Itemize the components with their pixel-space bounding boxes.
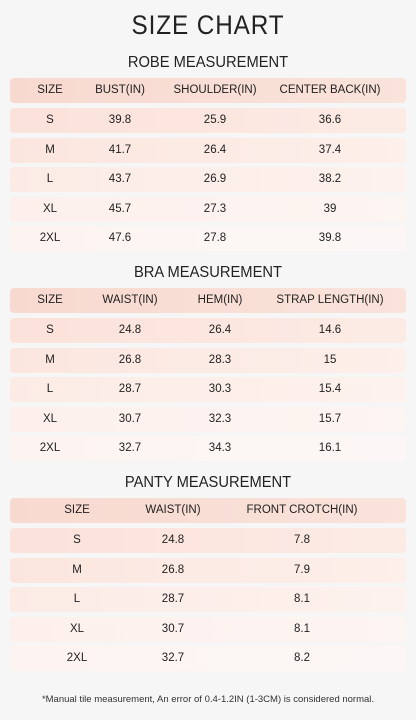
column-header: SIZE <box>37 294 63 306</box>
section-title: PANTY MEASUREMENT <box>124 474 292 491</box>
table-cell: 24.8 <box>161 534 185 546</box>
table-cell: XL <box>42 202 58 215</box>
table-cell: 28.7 <box>118 383 142 395</box>
column-header: SHOULDER(IN) <box>173 84 257 96</box>
header-row <box>10 288 406 313</box>
table-cell: 14.6 <box>318 324 342 336</box>
column-header: FRONT CROTCH(IN) <box>246 504 358 516</box>
table-cell: L <box>46 173 54 185</box>
table-cell: 37.4 <box>318 143 342 156</box>
table-row <box>10 646 406 671</box>
table-cell: 8.1 <box>294 622 310 635</box>
column-header: WAIST(IN) <box>145 504 201 516</box>
table-cell: M <box>45 143 55 156</box>
table-cell: 32.7 <box>161 652 185 664</box>
column-header: STRAP LENGTH(IN) <box>276 294 384 306</box>
table-row <box>10 587 406 612</box>
table-cell: 26.8 <box>118 353 142 366</box>
table-cell: 8.2 <box>294 652 310 664</box>
table-cell: 30.7 <box>161 622 185 635</box>
table-cell: 38.2 <box>318 173 342 185</box>
table-cell: 24.8 <box>118 324 142 336</box>
table-row <box>10 108 406 133</box>
table-cell: 16.1 <box>318 442 342 454</box>
table-cell: 39.8 <box>318 232 342 244</box>
table-cell: 26.8 <box>161 563 185 576</box>
table-row <box>10 406 406 432</box>
table-cell: 39 <box>323 202 337 215</box>
column-header: SIZE <box>37 84 63 96</box>
table-row <box>10 137 406 163</box>
table-cell: 7.9 <box>294 563 310 576</box>
table-cell: M <box>45 353 55 366</box>
table-row <box>10 226 406 251</box>
table-cell: 15.4 <box>318 383 342 395</box>
table-row <box>10 347 406 373</box>
header-row <box>10 498 406 523</box>
table-cell: 26.4 <box>208 324 232 336</box>
table-cell: 32.7 <box>118 442 142 454</box>
table-cell: 43.7 <box>108 173 132 185</box>
table-cell: XL <box>42 412 58 425</box>
footnote: *Manual tile measurement, An error of 0.… <box>41 694 375 705</box>
table-row <box>10 616 406 642</box>
table-row <box>10 318 406 343</box>
table-cell: 28.7 <box>161 593 185 605</box>
table-cell: 32.3 <box>208 412 232 425</box>
table-cell: L <box>46 383 54 395</box>
table-cell: 36.6 <box>318 114 342 126</box>
table-cell: 26.4 <box>203 143 227 156</box>
table-cell: 30.3 <box>208 383 232 395</box>
column-header: HEM(IN) <box>197 294 243 306</box>
table-row <box>10 528 406 553</box>
column-header: CENTER BACK(IN) <box>279 84 381 96</box>
table-row <box>10 167 406 192</box>
table-cell: S <box>46 114 54 126</box>
page-title: SIZE CHART <box>131 10 285 40</box>
table-cell: 2XL <box>66 652 88 664</box>
table-cell: XL <box>69 622 85 635</box>
table-cell: M <box>72 563 82 576</box>
header-row <box>10 78 406 103</box>
column-header: BUST(IN) <box>95 84 145 96</box>
table-row <box>10 557 406 583</box>
table-cell: 34.3 <box>208 442 232 454</box>
table-cell: 2XL <box>39 442 61 454</box>
table-cell: 27.3 <box>203 202 227 215</box>
table-row <box>10 196 406 222</box>
table-cell: 15 <box>323 353 337 366</box>
table-cell: 39.8 <box>108 114 132 126</box>
table-cell: 2XL <box>39 232 61 244</box>
table-cell: 41.7 <box>108 143 132 156</box>
table-cell: 28.3 <box>208 353 232 366</box>
section-title: ROBE MEASUREMENT <box>127 54 289 71</box>
table-row <box>10 377 406 402</box>
table-cell: 47.6 <box>108 232 132 244</box>
table-cell: 25.9 <box>203 114 227 126</box>
table-row <box>10 436 406 461</box>
column-header: SIZE <box>64 504 90 516</box>
table-cell: 45.7 <box>108 202 132 215</box>
table-cell: 7.8 <box>294 534 310 546</box>
table-cell: L <box>73 593 81 605</box>
table-cell: 15.7 <box>318 412 342 425</box>
section-title: BRA MEASUREMENT <box>133 264 283 281</box>
table-cell: 27.8 <box>203 232 227 244</box>
table-cell: 26.9 <box>203 173 227 185</box>
table-cell: 30.7 <box>118 412 142 425</box>
column-header: WAIST(IN) <box>102 294 158 306</box>
table-cell: S <box>73 534 81 546</box>
table-cell: S <box>46 324 54 336</box>
table-cell: 8.1 <box>294 593 310 605</box>
